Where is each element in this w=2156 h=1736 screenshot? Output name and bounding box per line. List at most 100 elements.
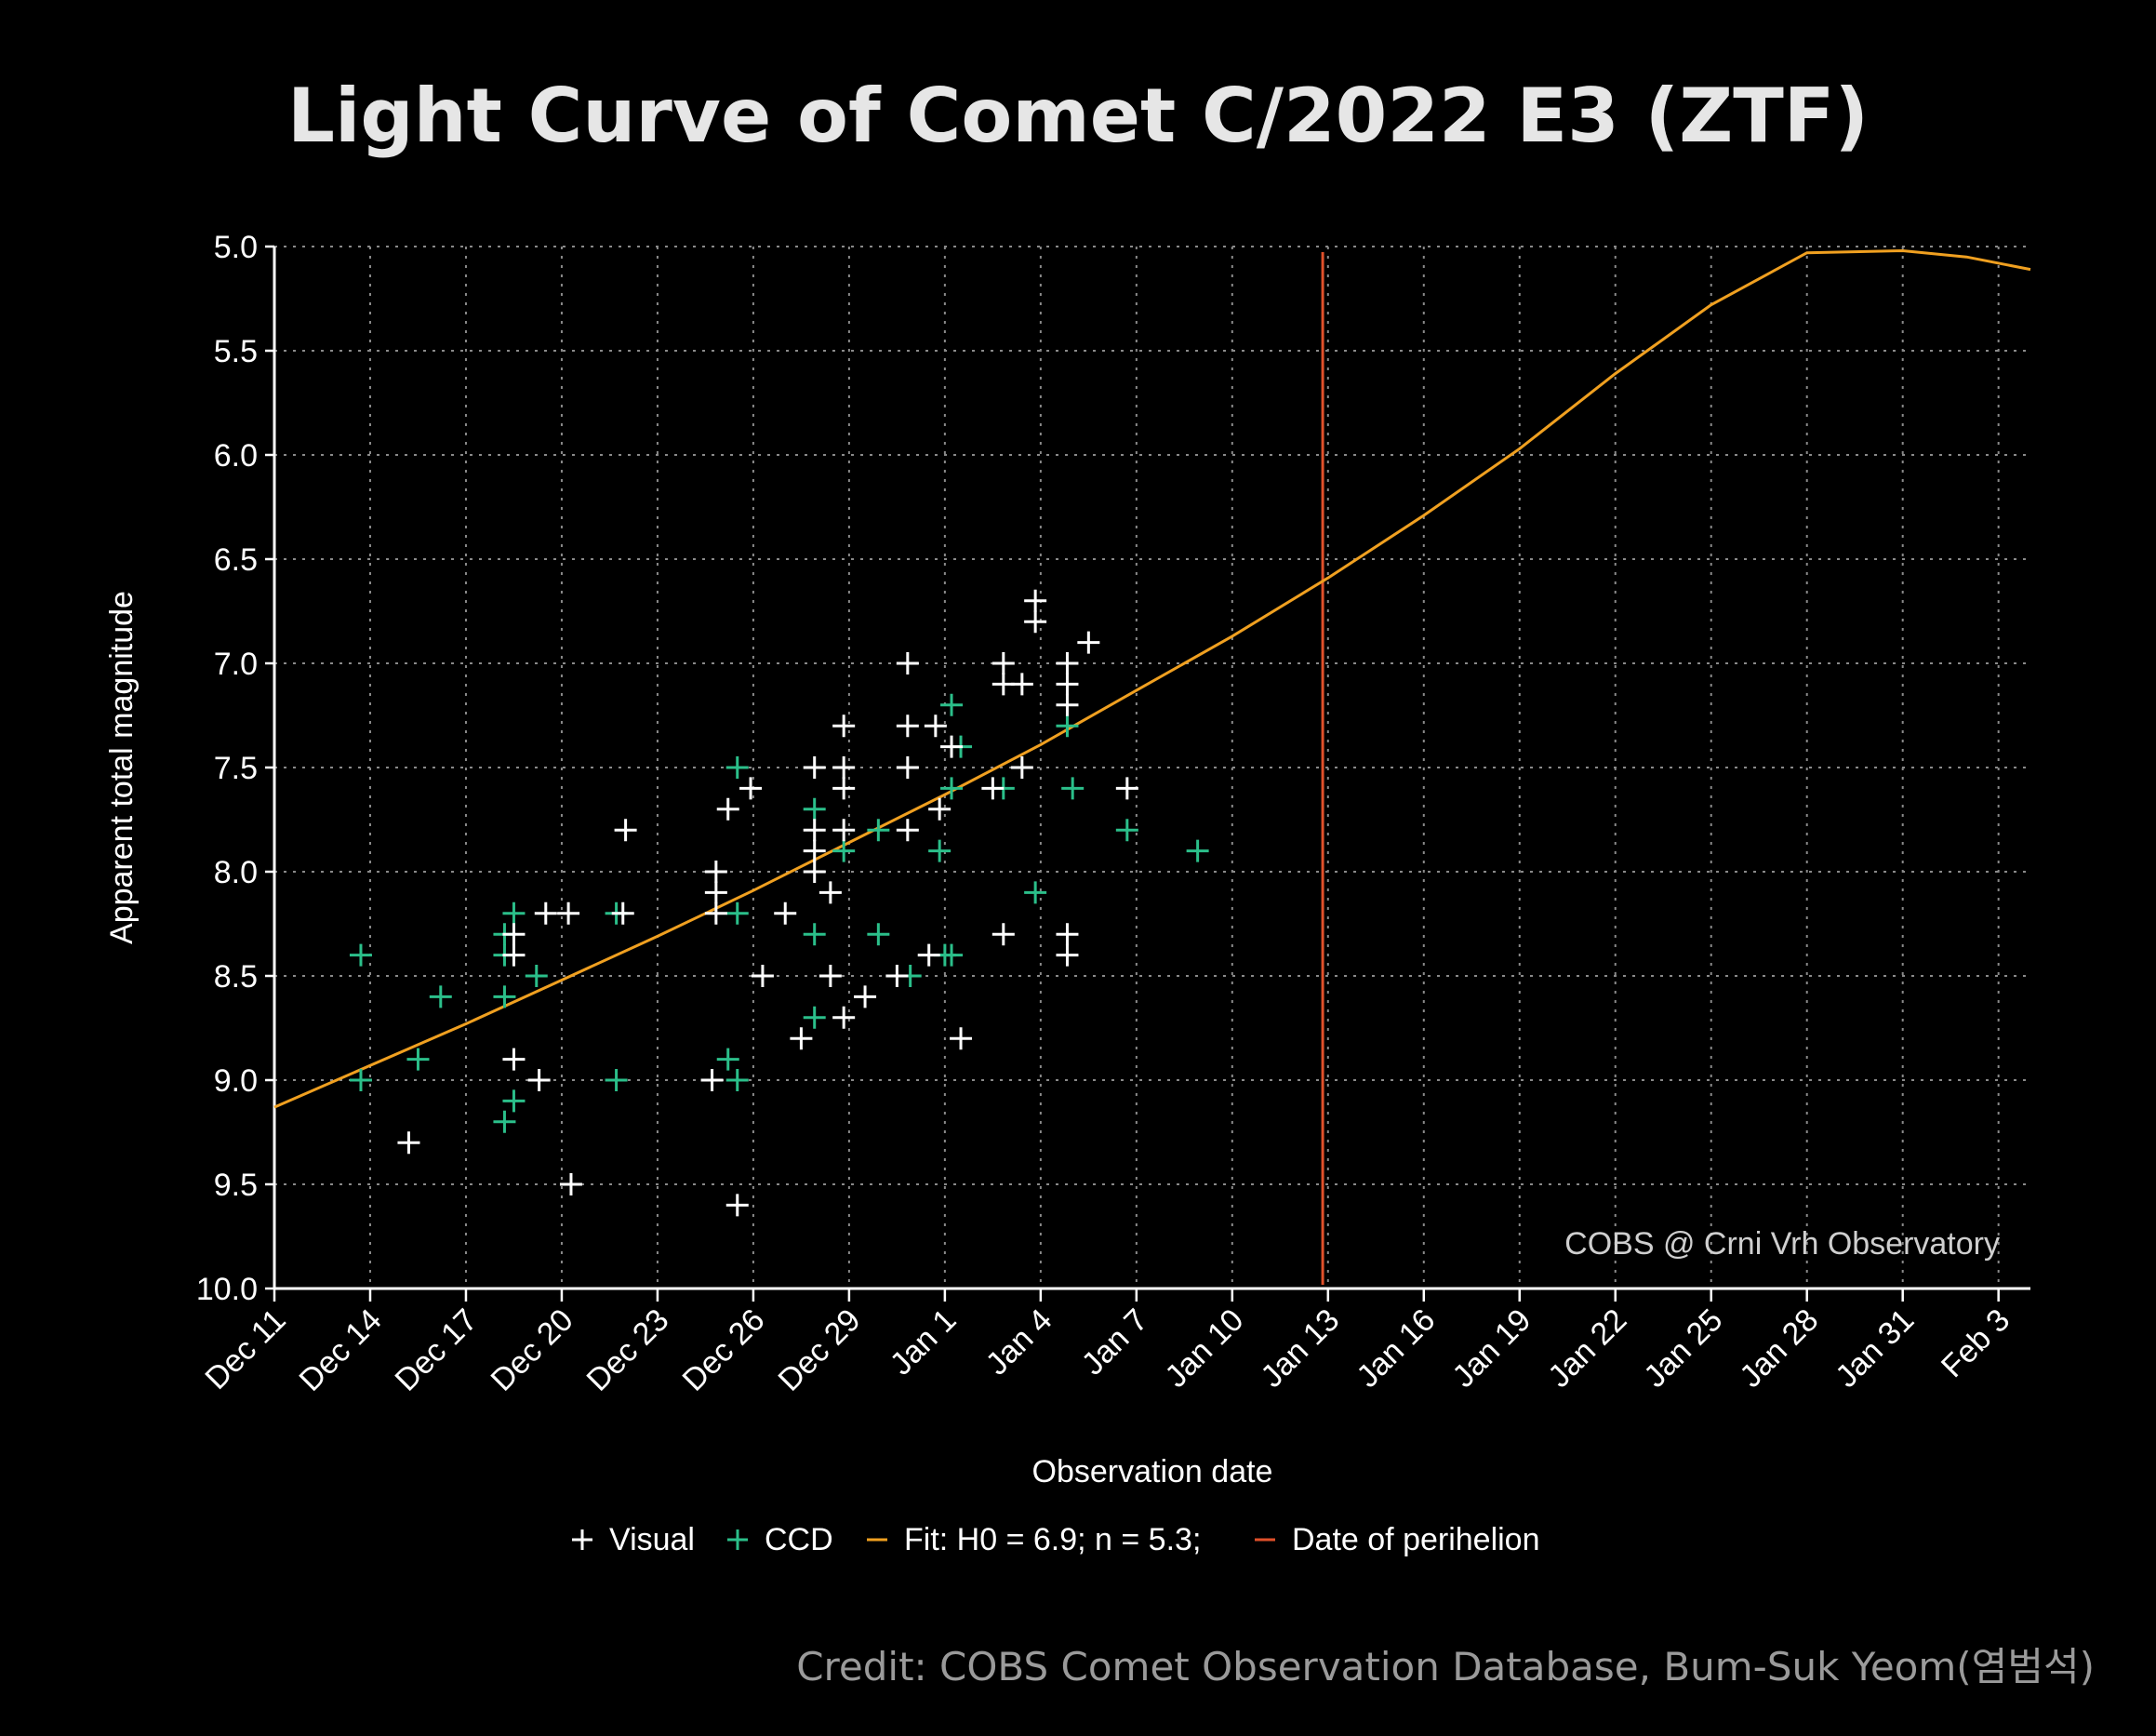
chart-title: Light Curve of Comet C/2022 E3 (ZTF) [286,73,1870,159]
visual-point [950,1027,973,1050]
x-tick-label: Dec 23 [580,1302,676,1398]
visual-point [854,985,877,1008]
visual-point [940,735,964,758]
visual-point [832,1006,856,1029]
y-tick-label: 8.5 [214,959,258,995]
visual-point [924,714,947,738]
x-tick-label: Jan 13 [1254,1302,1346,1395]
fit-curve [273,248,2031,1109]
visual-point [832,819,856,842]
visual-point [885,965,909,987]
visual-point [559,1173,582,1195]
ccd-point [1115,819,1138,842]
visual-point [611,901,634,925]
visual-point [803,839,826,862]
x-tick-label: Dec 17 [389,1302,485,1398]
visual-point [614,819,637,842]
visual-point [716,797,739,821]
ccd-point [493,1110,516,1133]
x-tick-label: Jan 16 [1350,1302,1442,1395]
legend-item-fit-label: Fit: H0 = 6.9; n = 5.3; [904,1522,1201,1557]
visual-point [397,1131,420,1155]
ccd-point [349,1069,372,1091]
visual-point [739,777,763,800]
ccd-point [1024,881,1047,904]
visual-point [803,819,826,842]
ccd-point [867,923,890,946]
visual-point [803,756,826,779]
visual-point [1056,673,1079,696]
visual-point [991,652,1015,674]
ccd-point [605,1069,628,1091]
visual-point [704,861,727,883]
ccd-point [349,943,372,967]
visual-point [774,901,797,925]
ccd-point [1186,839,1209,862]
x-tick-label: Jan 22 [1541,1302,1633,1395]
ccd-point [940,777,964,800]
visual-point [1056,652,1079,674]
visual-point [991,923,1015,946]
credit-text: Credit: COBS Comet Observation Database,… [796,1644,2095,1689]
y-tick-label: 7.0 [214,647,258,682]
ccd-point [940,943,964,967]
ccd-point [525,965,548,987]
legend-item-visual-marker [572,1529,592,1550]
x-tick-label: Jan 25 [1637,1302,1729,1395]
visual-point [725,1194,749,1217]
ccd-point [803,923,826,946]
visual-point [832,756,856,779]
observatory-annotation: COBS @ Crni Vrh Observatory [1564,1226,2000,1262]
x-tick-label: Dec 29 [771,1302,867,1398]
ccd-point [803,1006,826,1029]
visual-point [704,901,727,925]
x-tick-label: Dec 14 [293,1302,389,1398]
x-tick-label: Dec 26 [676,1302,772,1398]
visual-point [700,1069,724,1091]
ccd-point [803,797,826,821]
ccd-point [725,1069,749,1091]
ccd-point [406,1048,430,1071]
ccd-point [928,839,952,862]
visual-point [1010,756,1033,779]
visual-point [917,943,940,967]
visual-point [751,965,774,987]
visual-point [832,714,856,738]
x-tick-label: Jan 4 [979,1302,1059,1382]
visual-point [896,652,919,674]
legend-item-perihelion-label: Date of perihelion [1292,1522,1540,1557]
visual-point [981,777,1005,800]
legend-item-visual-label: Visual [609,1522,695,1557]
x-tick-label: Jan 10 [1158,1302,1250,1395]
y-tick-label: 8.0 [214,855,258,890]
visual-point [502,943,526,967]
y-tick-label: 5.5 [214,334,258,369]
ccd-point [832,839,856,862]
y-axis-label: Apparent total magnitude [104,591,140,944]
y-tick-label: 6.0 [214,438,258,474]
visual-point [803,861,826,883]
visual-point [790,1027,813,1050]
legend-item-ccd-marker [727,1529,748,1550]
visual-point [534,901,557,925]
x-tick-label: Jan 19 [1445,1302,1537,1395]
x-tick-label: Jan 1 [884,1302,964,1382]
visual-point [1056,693,1079,716]
visual-point [557,901,580,925]
y-tick-label: 9.0 [214,1063,258,1099]
ccd-point [716,1048,739,1071]
visual-point [502,1048,526,1071]
visual-point [818,965,842,987]
ccd-point [940,693,964,716]
visual-point [1056,943,1079,967]
visual-point [991,673,1015,696]
y-tick-label: 5.0 [214,230,258,265]
x-axis-label: Observation date [1032,1454,1273,1489]
ccd-point [1061,777,1085,800]
visual-point [1077,631,1100,654]
visual-point [818,881,842,904]
visual-point [704,881,727,904]
visual-point [832,777,856,800]
